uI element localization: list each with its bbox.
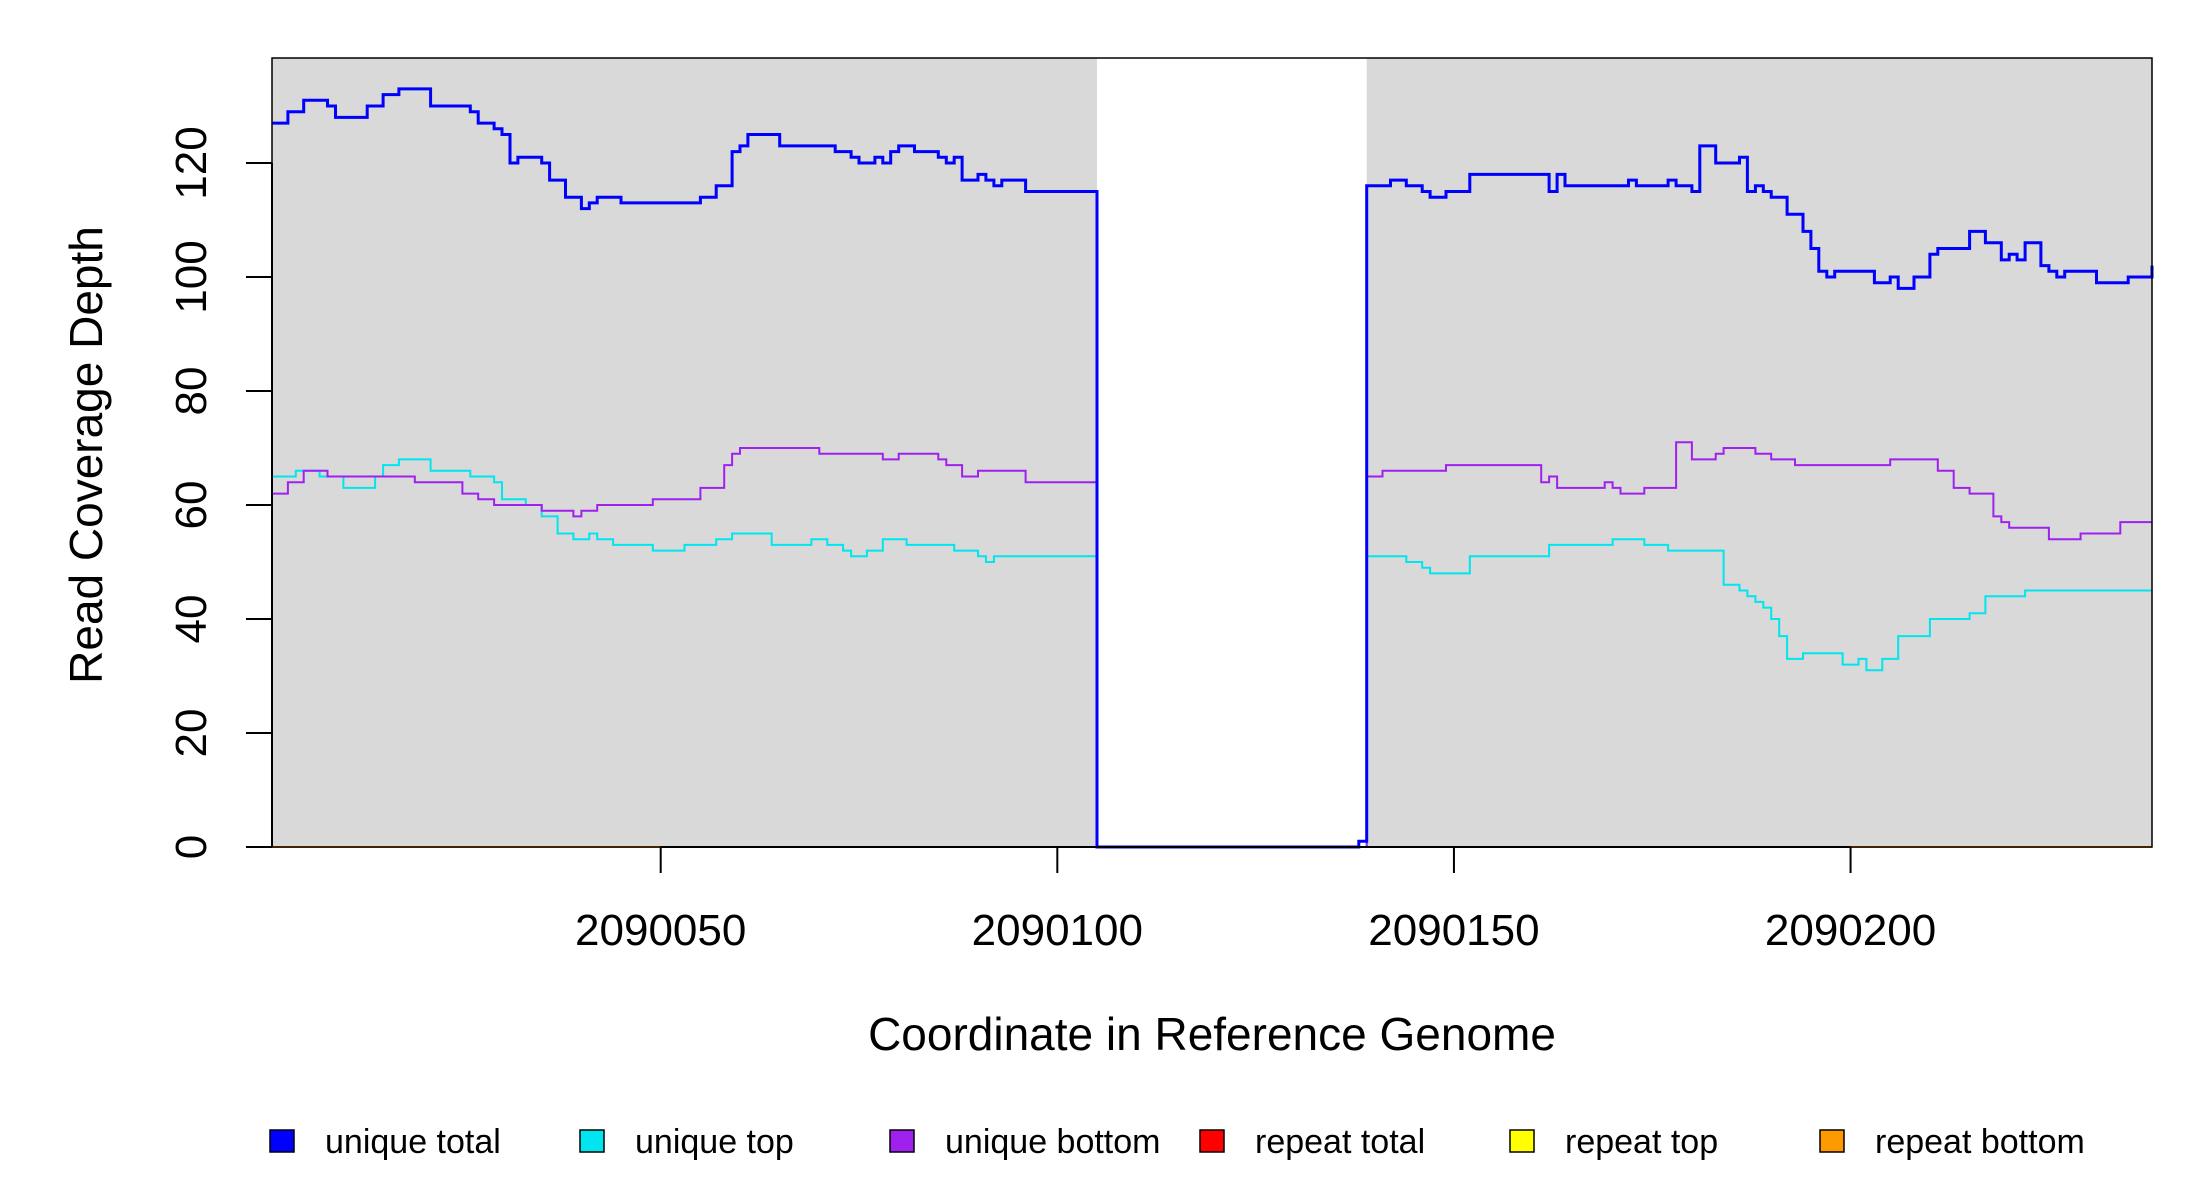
legend-swatch <box>579 1129 605 1153</box>
legend-item-unique-top: unique top <box>579 1123 794 1161</box>
legend-label: unique top <box>635 1123 794 1161</box>
series-line-unique-top <box>272 458 2152 848</box>
legend-swatch <box>1819 1129 1845 1153</box>
x-tick-label: 2090050 <box>575 906 746 955</box>
legend-swatch <box>269 1129 295 1153</box>
legend-label: unique total <box>325 1123 501 1161</box>
x-tick-label: 2090100 <box>972 906 1143 955</box>
legend-swatch <box>889 1129 915 1153</box>
legend: unique total unique top unique bottom repea… <box>269 1123 2085 1161</box>
legend-swatch <box>1199 1129 1225 1153</box>
y-tick-label: 0 <box>167 835 216 859</box>
y-tick-label: 100 <box>167 240 216 313</box>
legend-label: repeat bottom <box>1875 1123 2085 1161</box>
x-axis-title: Coordinate in Reference Genome <box>868 1008 1556 1060</box>
y-tick-label: 80 <box>167 367 216 416</box>
legend-item-repeat-total: repeat total <box>1199 1123 1425 1161</box>
legend-swatch <box>1509 1129 1535 1153</box>
legend-item-unique-bottom: unique bottom <box>889 1123 1161 1161</box>
plot-background <box>272 58 2152 847</box>
x-tick-label: 2090200 <box>1765 906 1936 955</box>
coverage-gap-region <box>1096 58 1367 847</box>
y-tick-label: 20 <box>167 709 216 758</box>
x-tick-label: 2090150 <box>1368 906 1539 955</box>
axes-layer: 0 20 40 60 80 100 120 2090050 2090100 2090150 2090… <box>167 57 2153 955</box>
legend-item-unique-total: unique total <box>269 1123 501 1161</box>
legend-label: unique bottom <box>945 1123 1161 1161</box>
y-tick-label: 60 <box>167 481 216 530</box>
y-tick-label: 120 <box>167 126 216 199</box>
legend-item-repeat-bottom: repeat bottom <box>1819 1123 2085 1161</box>
legend-label: repeat top <box>1565 1123 1718 1161</box>
series-line-unique-total <box>272 87 2154 849</box>
legend-label: repeat total <box>1255 1123 1425 1161</box>
legend-item-repeat-top: repeat top <box>1509 1123 1718 1161</box>
y-axis-title: Read Coverage Depth <box>60 226 112 684</box>
y-tick-label: 40 <box>167 595 216 644</box>
